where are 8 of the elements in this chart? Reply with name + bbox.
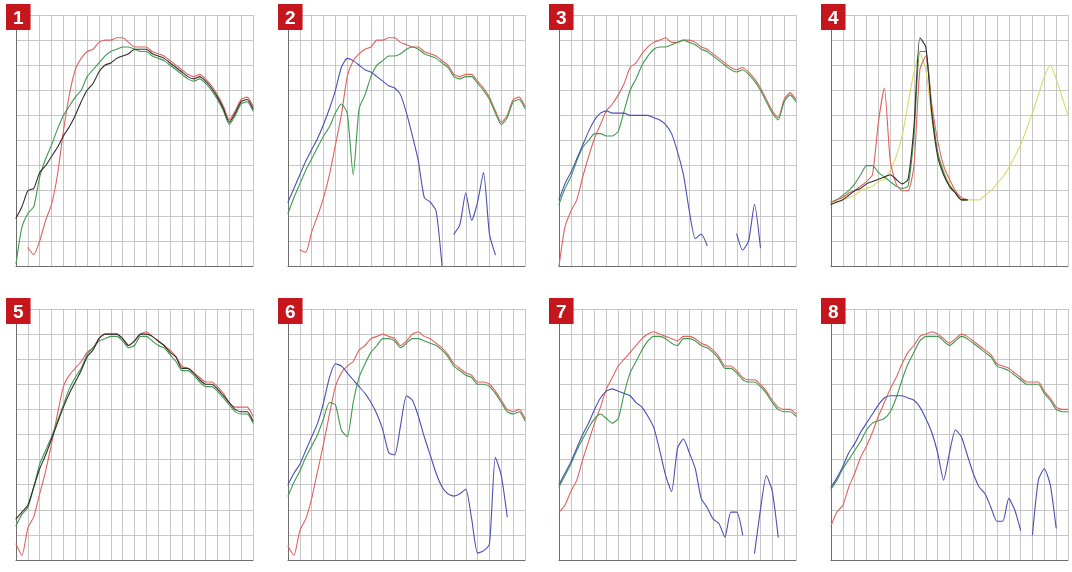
- chart-title: 1: [13, 7, 24, 28]
- chart-title: 7: [556, 301, 567, 322]
- chart-title: 5: [13, 301, 24, 322]
- chart-title: 6: [284, 301, 296, 322]
- chart-title: 3: [556, 7, 567, 28]
- chart-title: 2: [284, 7, 296, 28]
- chart-title: 8: [827, 301, 839, 322]
- chart-title: 4: [827, 7, 839, 28]
